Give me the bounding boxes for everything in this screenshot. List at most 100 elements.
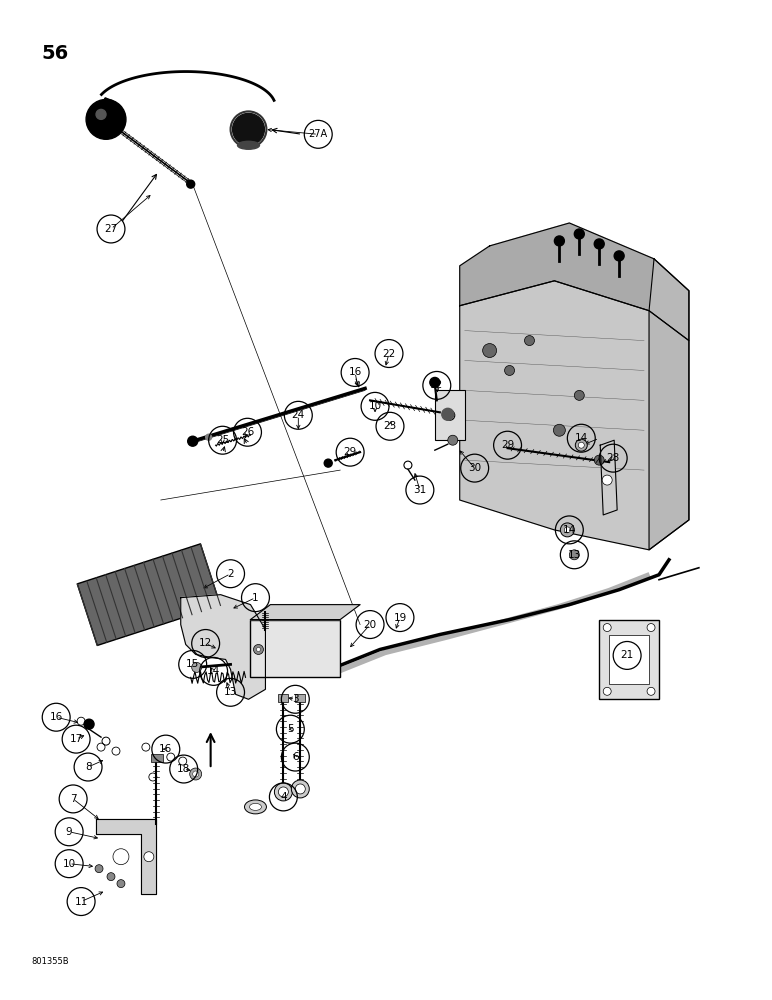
Circle shape [274,783,293,801]
Text: 14: 14 [207,666,220,676]
Text: 31: 31 [413,485,426,495]
Text: 29: 29 [501,440,514,450]
FancyBboxPatch shape [250,620,340,677]
Text: 15: 15 [186,659,199,669]
Circle shape [107,873,115,881]
Circle shape [279,787,289,797]
Text: 29: 29 [344,447,357,457]
Polygon shape [460,223,689,341]
Text: 5: 5 [287,724,293,734]
Circle shape [578,442,584,448]
Circle shape [117,880,125,888]
Circle shape [602,475,612,485]
Circle shape [191,662,201,672]
Text: 28: 28 [607,453,620,463]
Text: 6: 6 [292,752,299,762]
Circle shape [574,390,584,400]
Ellipse shape [245,800,266,814]
Circle shape [603,624,611,632]
Circle shape [205,434,212,440]
Text: 8: 8 [85,762,91,772]
Text: 21: 21 [621,650,634,660]
Text: 1: 1 [252,593,259,603]
Circle shape [190,768,201,780]
Text: 18: 18 [177,764,191,774]
Text: 16: 16 [159,744,172,754]
Polygon shape [649,259,689,550]
Text: 20: 20 [364,620,377,630]
Circle shape [615,251,624,261]
Text: 23: 23 [384,421,397,431]
Circle shape [647,687,655,695]
Circle shape [95,865,103,873]
Text: 10: 10 [63,859,76,869]
Text: 14: 14 [574,433,588,443]
Text: 4: 4 [280,792,286,802]
Ellipse shape [249,803,262,810]
Text: 12: 12 [430,380,443,390]
Circle shape [187,180,195,188]
Circle shape [603,687,611,695]
Text: 56: 56 [41,44,69,63]
Text: 30: 30 [468,463,481,473]
Circle shape [594,239,604,249]
FancyBboxPatch shape [279,694,289,702]
Circle shape [96,109,106,119]
Circle shape [569,550,579,560]
Polygon shape [600,440,617,515]
Text: 801355B: 801355B [32,957,69,966]
FancyBboxPatch shape [609,635,649,684]
Circle shape [505,365,514,375]
Text: 2: 2 [227,569,234,579]
Circle shape [448,435,458,445]
Text: 24: 24 [292,410,305,420]
Polygon shape [250,605,360,620]
Circle shape [560,523,574,537]
Text: 16: 16 [348,367,362,377]
Text: 25: 25 [216,435,229,445]
Text: 27: 27 [104,224,117,234]
Text: 9: 9 [66,827,73,837]
Circle shape [554,424,565,436]
Circle shape [647,624,655,632]
Circle shape [188,436,198,446]
Circle shape [574,229,584,239]
Circle shape [256,647,260,651]
FancyBboxPatch shape [296,694,305,702]
Text: 14: 14 [563,525,576,535]
FancyBboxPatch shape [77,544,221,645]
Circle shape [482,344,496,358]
Text: 19: 19 [393,613,407,623]
Text: 7: 7 [69,794,76,804]
Ellipse shape [238,141,259,149]
Circle shape [324,459,332,467]
Circle shape [430,377,440,387]
Text: 17: 17 [69,734,83,744]
Circle shape [113,849,129,865]
Circle shape [296,784,305,794]
Text: 3: 3 [292,694,299,704]
FancyBboxPatch shape [151,754,163,762]
Text: 26: 26 [241,427,254,437]
Circle shape [84,719,94,729]
Circle shape [253,644,263,654]
Text: 22: 22 [382,349,395,359]
Polygon shape [460,281,689,550]
Circle shape [144,852,154,862]
Text: 27A: 27A [309,129,328,139]
Circle shape [291,780,310,798]
Circle shape [594,455,604,465]
Text: 11: 11 [74,897,88,907]
Text: 10: 10 [368,401,381,411]
Circle shape [86,99,126,139]
Circle shape [193,771,198,777]
Circle shape [575,439,587,451]
Polygon shape [96,819,156,894]
Circle shape [524,336,534,346]
FancyBboxPatch shape [599,620,659,699]
Text: 16: 16 [49,712,63,722]
Polygon shape [181,595,266,699]
Circle shape [442,408,454,420]
Circle shape [564,527,571,533]
Text: 12: 12 [199,638,212,648]
